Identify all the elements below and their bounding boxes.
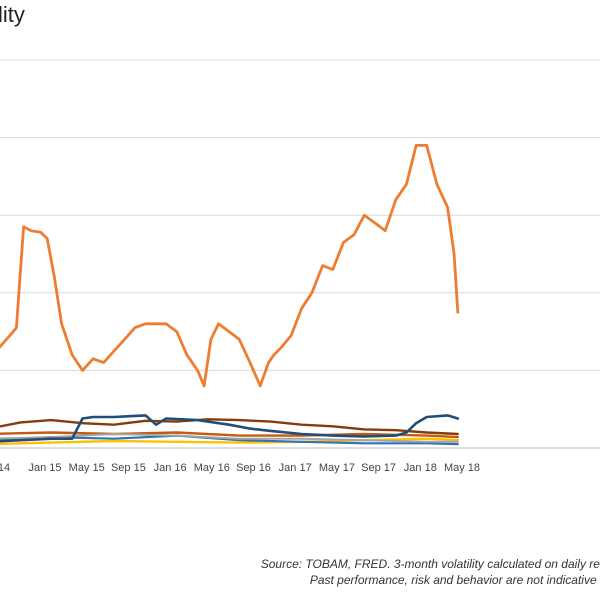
x-tick-label: Jan 16 <box>154 462 187 474</box>
x-tick-label: May 15 <box>69 462 105 474</box>
x-tick-label: May 17 <box>319 462 355 474</box>
x-tick-label: May 16 <box>194 462 230 474</box>
x-tick-label: Sep 16 <box>236 462 271 474</box>
x-tick-label: Jan 15 <box>28 462 61 474</box>
series-line-dark-brown <box>0 418 459 436</box>
series-line-gold <box>0 437 459 446</box>
x-tick-label: Sep 17 <box>361 462 396 474</box>
x-tick-label: Jan 18 <box>404 462 437 474</box>
source-line-2: Past performance, risk and behavior are … <box>309 573 600 587</box>
chart-title: lity <box>0 2 25 27</box>
source-note: Source: TOBAM, FRED. 3-month volatility … <box>261 556 600 588</box>
x-tick-label: 14 <box>0 462 10 474</box>
x-axis-ticks: 14 Jan 15 May 15 Sep 15 Jan 16 May 16 Sep 16 Ja… <box>0 462 480 474</box>
grid-lines <box>0 59 600 449</box>
x-tick-label: May 18 <box>444 462 480 474</box>
series-line-burnt-orange <box>0 431 459 439</box>
source-line-1: Source: TOBAM, FRED. 3-month volatility … <box>260 557 600 571</box>
series-lines <box>0 143 460 446</box>
series-line-orange <box>0 143 460 388</box>
x-tick-label: Sep 15 <box>111 462 146 474</box>
series-line-dark-blue <box>0 414 460 443</box>
x-tick-label: Jan 17 <box>279 462 312 474</box>
